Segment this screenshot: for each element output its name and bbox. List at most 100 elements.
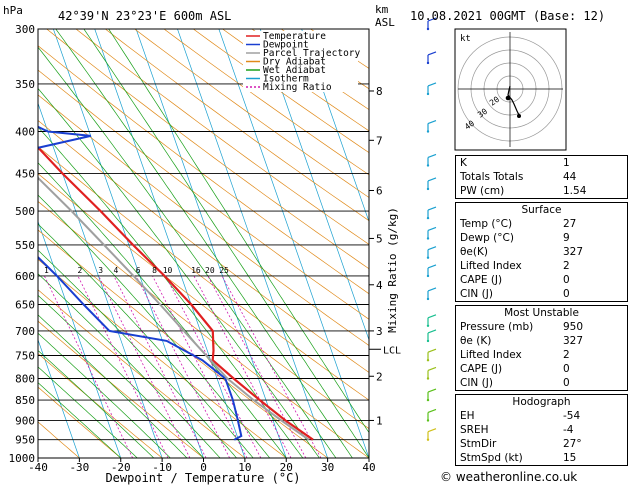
mu-label: θe (K) — [460, 335, 492, 347]
hodograph-trace — [507, 85, 520, 116]
km-tick-label: 1 — [376, 414, 383, 427]
dry-adiabat — [75, 29, 369, 245]
wet-adiabat — [38, 46, 337, 458]
km-tick-label: 5 — [376, 232, 383, 245]
pressure-tick-label: 900 — [15, 414, 35, 427]
mixing-ratio-label: 25 — [219, 266, 229, 275]
hodo-value: 15 — [563, 452, 577, 464]
legend-label: Temperature — [263, 31, 326, 42]
surface-title: Surface — [521, 204, 562, 216]
mu-value: 327 — [563, 335, 584, 347]
mixing-ratio-axis-label: Mixing Ratio (g/kg) — [386, 207, 399, 333]
index-label: PW (cm) — [460, 185, 505, 197]
wind-barb-dot — [426, 256, 430, 259]
most-unstable-title: Most Unstable — [504, 307, 579, 319]
hodo-value: -4 — [563, 424, 574, 436]
isotherm-line — [94, 29, 246, 458]
index-value: 44 — [563, 171, 577, 183]
surface-value: 327 — [563, 246, 584, 258]
legend-label: Wet Adiabat — [263, 65, 326, 76]
hodo-value: 27° — [563, 438, 582, 450]
surface-value: 0 — [563, 274, 570, 286]
mu-label: CAPE (J) — [460, 363, 503, 375]
pressure-tick-label: 350 — [15, 78, 35, 91]
pressure-tick-label: 950 — [15, 434, 35, 447]
mixing-ratio-line — [44, 275, 133, 458]
most-unstable-table: Most Unstable Pressure (mb) 950 θe (K) 327… — [455, 305, 628, 391]
hodo-label: SREH — [460, 424, 489, 436]
dry-adiabat — [38, 320, 204, 458]
wind-barb-flag — [427, 348, 437, 353]
wet-adiabat — [38, 194, 270, 458]
profile-temperature — [38, 145, 314, 441]
temperature-tick-label: 30 — [321, 461, 334, 474]
hodograph: kt 40 30 20 — [454, 28, 567, 151]
wind-barb-dot — [426, 164, 430, 167]
surface-label: CIN (J) — [460, 288, 493, 300]
hodograph-table-title: Hodograph — [512, 396, 571, 408]
wind-barb-dot — [426, 92, 430, 96]
wind-barb-flag — [427, 119, 437, 125]
wind-barb-dot — [426, 216, 430, 220]
wet-adiabat — [55, 29, 353, 458]
mixing-ratio-labels: 1 2 3 4 6 8 10 16 20 25 — [44, 266, 229, 275]
wind-barb-flag — [427, 226, 437, 232]
mu-value: 2 — [563, 349, 570, 361]
wind-barb-dot — [426, 438, 430, 441]
surface-label: Lifted Index — [460, 260, 522, 272]
footer-credit: © weatheronline.co.uk — [440, 470, 578, 484]
isotherm-line — [53, 29, 204, 458]
wind-barb-dot — [426, 359, 430, 362]
profile-parcel-trajectory — [38, 176, 310, 441]
temperature-tick-label: 0 — [200, 461, 207, 474]
indices-table: K 1 Totals Totals 44 PW (cm) 1.54 — [455, 155, 628, 199]
legend-label: Dewpoint — [263, 40, 309, 51]
legend-label: Dry Adiabat — [263, 57, 326, 68]
wind-barb-dot — [426, 324, 430, 327]
wind-barb-dot — [426, 61, 430, 65]
wet-adiabat — [38, 366, 138, 458]
wind-barb-dot — [426, 339, 430, 343]
wind-barb-dot — [426, 130, 430, 133]
surface-value: 9 — [563, 232, 570, 244]
asl-label: ASL — [375, 16, 395, 29]
pressure-axis: 300 350 400 450 500 550 600 650 700 750 800 850 900 9… — [9, 23, 36, 465]
legend-box — [243, 31, 358, 92]
isotherm-line — [218, 29, 369, 458]
pressure-tick-label: 400 — [15, 126, 35, 139]
wind-barb-flag — [427, 314, 437, 319]
mixing-ratio-label: 3 — [98, 266, 103, 275]
pressure-tick-label: 550 — [15, 239, 35, 252]
index-value: 1 — [563, 157, 570, 169]
pressure-tick-label: 500 — [15, 205, 35, 218]
wind-barb-dot — [426, 274, 430, 278]
mixing-ratio-line — [77, 275, 169, 458]
legend-label: Parcel Trajectory — [263, 48, 361, 59]
wind-barb-flag — [427, 388, 437, 393]
wind-barb-dot — [426, 419, 430, 422]
hodo-label: EH — [460, 410, 475, 422]
surface-value: 27 — [563, 218, 577, 230]
mu-value: 0 — [563, 377, 570, 389]
temperature-tick-label: -20 — [111, 461, 131, 474]
hodo-value: -54 — [563, 410, 581, 422]
wind-barb-flag — [427, 177, 437, 182]
index-label: Totals Totals — [460, 171, 524, 183]
dry-adiabat — [38, 289, 246, 458]
pressure-tick-label: 850 — [15, 394, 35, 407]
wet-adiabat — [83, 29, 369, 458]
pressure-tick-label: 600 — [15, 270, 35, 283]
dry-adiabat — [38, 353, 163, 458]
lcl-label: LCL — [383, 345, 401, 356]
wind-barb-flag — [427, 206, 437, 211]
index-value: 1.54 — [563, 185, 587, 197]
wet-adiabat — [38, 349, 155, 458]
km-tick-label: 6 — [376, 184, 383, 197]
isotherm-line — [38, 102, 163, 458]
wind-barb-dot — [426, 398, 430, 402]
km-tick-label: 2 — [376, 370, 383, 383]
mixing-ratio-label: 16 — [191, 266, 201, 275]
mu-label: Pressure (mb) — [460, 321, 534, 333]
